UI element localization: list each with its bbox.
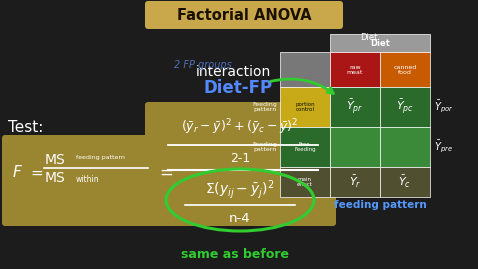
FancyBboxPatch shape: [280, 87, 330, 127]
Text: $\bar{Y}_{pc}$: $\bar{Y}_{pc}$: [396, 98, 414, 116]
FancyBboxPatch shape: [380, 127, 430, 167]
FancyBboxPatch shape: [330, 52, 380, 87]
Text: same as before: same as before: [181, 249, 289, 261]
Text: interaction: interaction: [196, 65, 271, 79]
FancyBboxPatch shape: [330, 167, 380, 197]
FancyBboxPatch shape: [380, 167, 430, 197]
Text: Diet-FP: Diet-FP: [204, 79, 272, 97]
Text: 2-1: 2-1: [230, 151, 250, 165]
Text: Factorial ANOVA: Factorial ANOVA: [177, 9, 311, 23]
Text: feeding pattern: feeding pattern: [334, 200, 426, 210]
Text: Diet: Diet: [370, 38, 390, 48]
FancyBboxPatch shape: [330, 34, 430, 52]
Text: $\mathrm{MS}$: $\mathrm{MS}$: [44, 171, 66, 185]
Text: Test:: Test:: [8, 121, 43, 136]
Text: $\bar{Y}_{pre}$: $\bar{Y}_{pre}$: [434, 139, 453, 155]
Text: $\mathrm{MS}$: $\mathrm{MS}$: [44, 153, 66, 167]
Text: raw
meat: raw meat: [347, 65, 363, 75]
FancyBboxPatch shape: [380, 87, 430, 127]
Text: $(\bar{y}_r - \bar{y})^2+(\bar{y}_c - \bar{y})^2$: $(\bar{y}_r - \bar{y})^2+(\bar{y}_c - \b…: [181, 117, 299, 137]
Text: $\bar{Y}_{pr}$: $\bar{Y}_{pr}$: [346, 98, 364, 116]
Text: $F$: $F$: [12, 164, 23, 180]
Text: portion
control: portion control: [295, 102, 315, 112]
FancyBboxPatch shape: [2, 135, 158, 226]
Text: $=$: $=$: [28, 165, 44, 179]
Text: Diet: Diet: [360, 34, 377, 43]
FancyBboxPatch shape: [280, 52, 330, 87]
Text: canned
food: canned food: [393, 65, 417, 75]
FancyBboxPatch shape: [280, 167, 330, 197]
Text: Feeding
pattern: Feeding pattern: [252, 102, 277, 112]
Text: $\Sigma(y_{ij} - \bar{y}_j)^2$: $\Sigma(y_{ij} - \bar{y}_j)^2$: [205, 179, 275, 201]
Text: Feeding
pattern: Feeding pattern: [252, 141, 277, 153]
Text: 2 FP groups: 2 FP groups: [174, 60, 232, 70]
Text: $\bar{Y}_c$: $\bar{Y}_c$: [399, 174, 412, 190]
Text: main
effect: main effect: [297, 177, 313, 187]
Text: Free-
Feeding: Free- Feeding: [294, 141, 316, 153]
Text: feeding pattern: feeding pattern: [76, 154, 125, 160]
Text: $\bar{Y}_r$: $\bar{Y}_r$: [349, 174, 361, 190]
FancyBboxPatch shape: [330, 127, 380, 167]
Text: within: within: [76, 175, 99, 185]
FancyBboxPatch shape: [280, 127, 330, 167]
Text: $=$: $=$: [156, 163, 174, 181]
FancyBboxPatch shape: [145, 1, 343, 29]
FancyBboxPatch shape: [145, 102, 336, 226]
Text: $\bar{Y}_{por}$: $\bar{Y}_{por}$: [434, 99, 454, 115]
FancyBboxPatch shape: [330, 87, 380, 127]
FancyBboxPatch shape: [380, 52, 430, 87]
Text: n-4: n-4: [229, 211, 251, 225]
